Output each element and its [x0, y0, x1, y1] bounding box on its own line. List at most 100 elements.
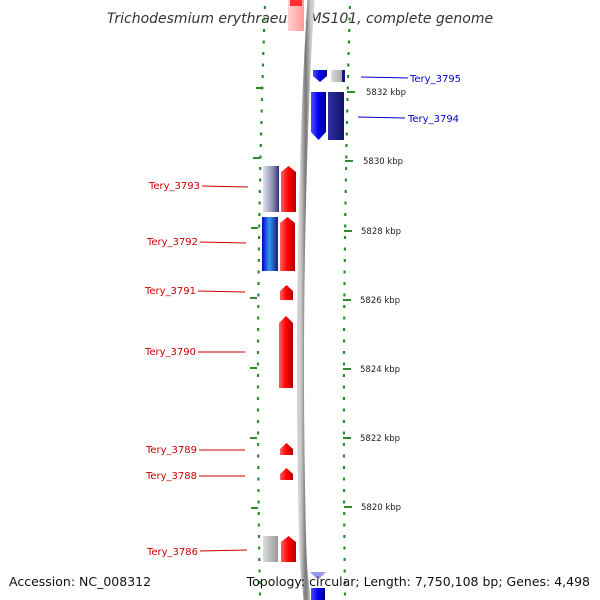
guide-dot — [256, 351, 260, 354]
guide-dot — [257, 259, 260, 262]
gene-label-tery-3795[interactable]: Tery_3795 — [409, 74, 461, 85]
guide-dot — [343, 535, 346, 538]
guide-dot — [342, 420, 345, 423]
guide-dot — [343, 328, 346, 331]
guide-dot — [342, 397, 345, 400]
leader-line-tery-3786 — [199, 549, 248, 552]
guide-dot — [343, 569, 346, 573]
guide-dot — [259, 178, 262, 182]
leader-line-tery-3791 — [197, 290, 246, 293]
gene-label-tery-3788[interactable]: Tery_3788 — [145, 471, 197, 482]
guide-dot — [260, 109, 263, 113]
gene-label-tery-3792[interactable]: Tery_3792 — [146, 237, 198, 248]
gene-block-edge — [342, 70, 345, 82]
guide-dot — [343, 270, 346, 274]
guide-dot — [257, 282, 260, 285]
guide-dot — [256, 408, 260, 412]
guide-dot — [342, 477, 346, 481]
guide-dot — [258, 213, 261, 216]
guide-dot — [257, 454, 260, 458]
topology-text: Topology: circular; Length: 7,750,108 bp… — [246, 574, 590, 589]
tick-label-5820: 5820 kbp — [361, 503, 401, 513]
gene-arrow-tery-3794[interactable] — [311, 92, 326, 140]
guide-dot — [346, 109, 349, 113]
gene-arrow-tery-3793[interactable] — [281, 166, 296, 212]
gene-label-tery-3793[interactable]: Tery_3793 — [148, 181, 200, 192]
guide-dot — [347, 52, 350, 55]
guide-dot — [342, 454, 345, 458]
gene-arrow-tery-3786[interactable] — [281, 536, 296, 562]
guide-dot — [343, 259, 346, 262]
leader-line-tery-3793 — [201, 185, 249, 188]
guide-dot — [342, 443, 345, 446]
guide-dot — [345, 155, 348, 159]
dotted-guides — [256, 6, 351, 596]
guide-dot — [257, 489, 260, 492]
guide-dot — [257, 477, 260, 481]
gene-tery-3795[interactable] — [313, 70, 345, 82]
gene-label-tery-3791[interactable]: Tery_3791 — [144, 286, 196, 297]
gene-label-tery-3790[interactable]: Tery_3790 — [144, 347, 196, 358]
gene-arrow-tery-3789[interactable] — [280, 443, 293, 455]
guide-dot — [346, 98, 349, 101]
leader-line-tery-3792 — [199, 241, 247, 244]
guide-dot — [342, 374, 345, 377]
guide-dot — [257, 535, 261, 538]
guide-dot — [257, 443, 260, 446]
guide-dot — [343, 282, 346, 285]
guide-dot — [343, 500, 346, 504]
gene-tery-3794[interactable] — [311, 92, 344, 140]
guide-dot — [347, 40, 350, 44]
guide-dot — [348, 17, 351, 21]
guide-dot — [343, 316, 346, 320]
gene-arrow-tery-3792[interactable] — [280, 217, 295, 271]
guide-dot — [256, 385, 260, 389]
guide-dot — [259, 167, 262, 170]
guide-dot — [343, 236, 347, 239]
guide-dot — [258, 581, 261, 584]
gene-arrow-tery-3795[interactable] — [313, 70, 327, 82]
guide-dot — [263, 29, 266, 32]
guide-dot — [348, 6, 351, 9]
gene-arrow-tery-3790[interactable] — [279, 316, 293, 388]
top-feature-red — [290, 0, 302, 6]
tick-label-5826: 5826 kbp — [360, 296, 400, 306]
guide-dot — [257, 316, 260, 320]
gene-tery-3792[interactable] — [262, 217, 295, 271]
guide-dot — [259, 144, 262, 147]
guide-dot — [260, 98, 264, 101]
guide-dot — [343, 305, 346, 308]
guide-dot — [345, 167, 348, 170]
guide-dot — [258, 190, 261, 193]
bottom-feature-arrow — [310, 572, 326, 580]
top-feature-pink — [288, 0, 304, 31]
gene-block-blue — [262, 217, 278, 271]
guide-dot — [343, 523, 346, 527]
guide-dot — [257, 247, 260, 251]
guide-dot — [342, 385, 345, 389]
guide-dot — [257, 293, 260, 297]
gene-tery-3786[interactable] — [263, 536, 296, 562]
guide-dot — [260, 121, 263, 124]
guide-dot — [343, 339, 346, 343]
guide-dot — [258, 224, 261, 228]
gene-arrow-tery-3788[interactable] — [280, 468, 293, 480]
guide-dot — [343, 558, 346, 561]
guide-dot — [262, 40, 265, 44]
gene-label-tery-3789[interactable]: Tery_3789 — [145, 445, 197, 456]
accession-text: Accession: NC_008312 — [9, 574, 151, 589]
guide-dot — [263, 17, 266, 21]
gene-tery-3793[interactable] — [263, 166, 296, 212]
guide-dot — [259, 155, 262, 159]
guide-dot — [257, 466, 260, 469]
gene-arrow-tery-3791[interactable] — [280, 285, 293, 300]
guide-dot — [261, 75, 264, 78]
gene-label-tery-3786[interactable]: Tery_3786 — [146, 547, 198, 558]
tick-label-5824: 5824 kbp — [360, 365, 400, 375]
guide-dot — [345, 144, 348, 147]
gene-block-grey — [331, 70, 345, 82]
leader-line-tery-3795 — [360, 76, 409, 79]
gene-block-dark — [328, 92, 344, 140]
gene-label-tery-3794[interactable]: Tery_3794 — [407, 114, 459, 125]
guide-dot — [258, 569, 261, 573]
